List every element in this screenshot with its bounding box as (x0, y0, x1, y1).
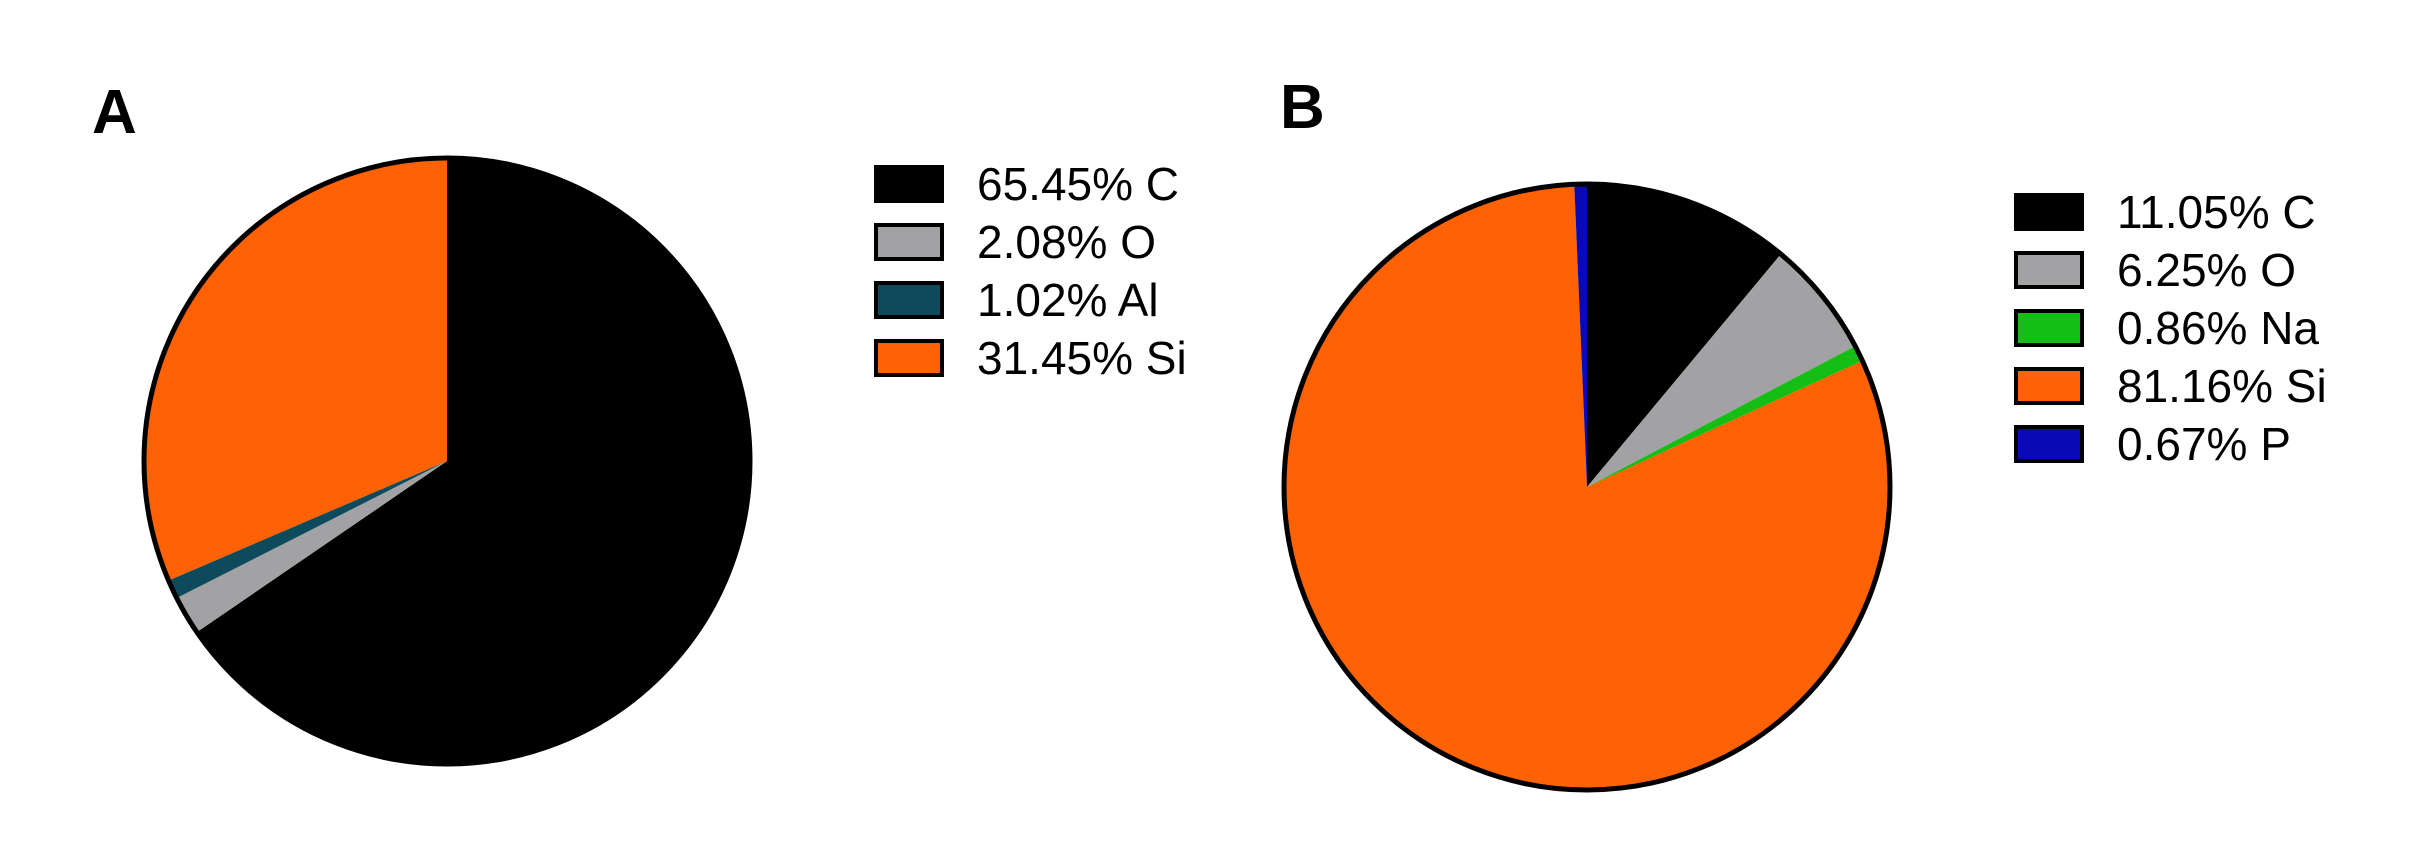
legend-swatch (2014, 193, 2084, 231)
legend-item-al: 1.02% Al (874, 274, 1159, 326)
legend-label: 2.08% O (977, 216, 1156, 268)
legend-item-o: 2.08% O (874, 216, 1156, 268)
pie-slice-o (176, 461, 447, 633)
legend-swatch (874, 281, 944, 319)
legend-label: 6.25% O (2117, 244, 2296, 296)
legend-swatch (874, 223, 944, 261)
pie-slice-na (1587, 346, 1863, 487)
legend-swatch (2014, 309, 2084, 347)
legend-swatch (2014, 367, 2084, 405)
legend-label: 31.45% Si (977, 332, 1187, 384)
legend-item-c: 11.05% C (2014, 186, 2316, 238)
legend-label: 81.16% Si (2117, 360, 2327, 412)
legend-a: 65.45% C 2.08% O 1.02% Al 31.45% Si (874, 158, 1187, 384)
legend-swatch (874, 165, 944, 203)
legend-item-si: 81.16% Si (2014, 360, 2327, 412)
legend-item-si: 31.45% Si (874, 332, 1187, 384)
pie-outline (141, 155, 753, 767)
pie-slice-o (1587, 254, 1856, 487)
legend-item-na: 0.86% Na (2014, 302, 2319, 354)
panel-label-b: B (1280, 73, 1325, 142)
pie-chart-b: B 11.05% C 6.25% O 0.86% Na 81.16% Si 0.67% … (1280, 73, 2327, 793)
pie-slice-p (1574, 184, 1587, 487)
legend-b: 11.05% C 6.25% O 0.86% Na 81.16% Si 0.67% P (2014, 186, 2327, 470)
pie-slice-si (1284, 184, 1891, 791)
legend-label: 11.05% C (2117, 186, 2316, 238)
pie-slices-a (141, 155, 753, 767)
pie-slice-al (168, 461, 448, 599)
legend-item-p: 0.67% P (2014, 418, 2291, 470)
pie-outline (1281, 181, 1893, 793)
legend-swatch (2014, 251, 2084, 289)
legend-item-o: 6.25% O (2014, 244, 2296, 296)
legend-swatch (874, 339, 944, 377)
panel-label-a: A (92, 78, 137, 147)
pie-slice-c (196, 158, 750, 764)
pie-slices-b (1281, 181, 1893, 793)
legend-swatch (2014, 425, 2084, 463)
legend-label: 65.45% C (977, 158, 1179, 210)
legend-label: 1.02% Al (977, 274, 1159, 326)
legend-item-c: 65.45% C (874, 158, 1179, 210)
legend-label: 0.86% Na (2117, 302, 2319, 354)
legend-label: 0.67% P (2117, 418, 2291, 470)
pie-slice-c (1587, 184, 1781, 487)
pie-chart-a: A 65.45% C 2.08% O 1.02% Al 31.45% Si (92, 78, 1187, 767)
